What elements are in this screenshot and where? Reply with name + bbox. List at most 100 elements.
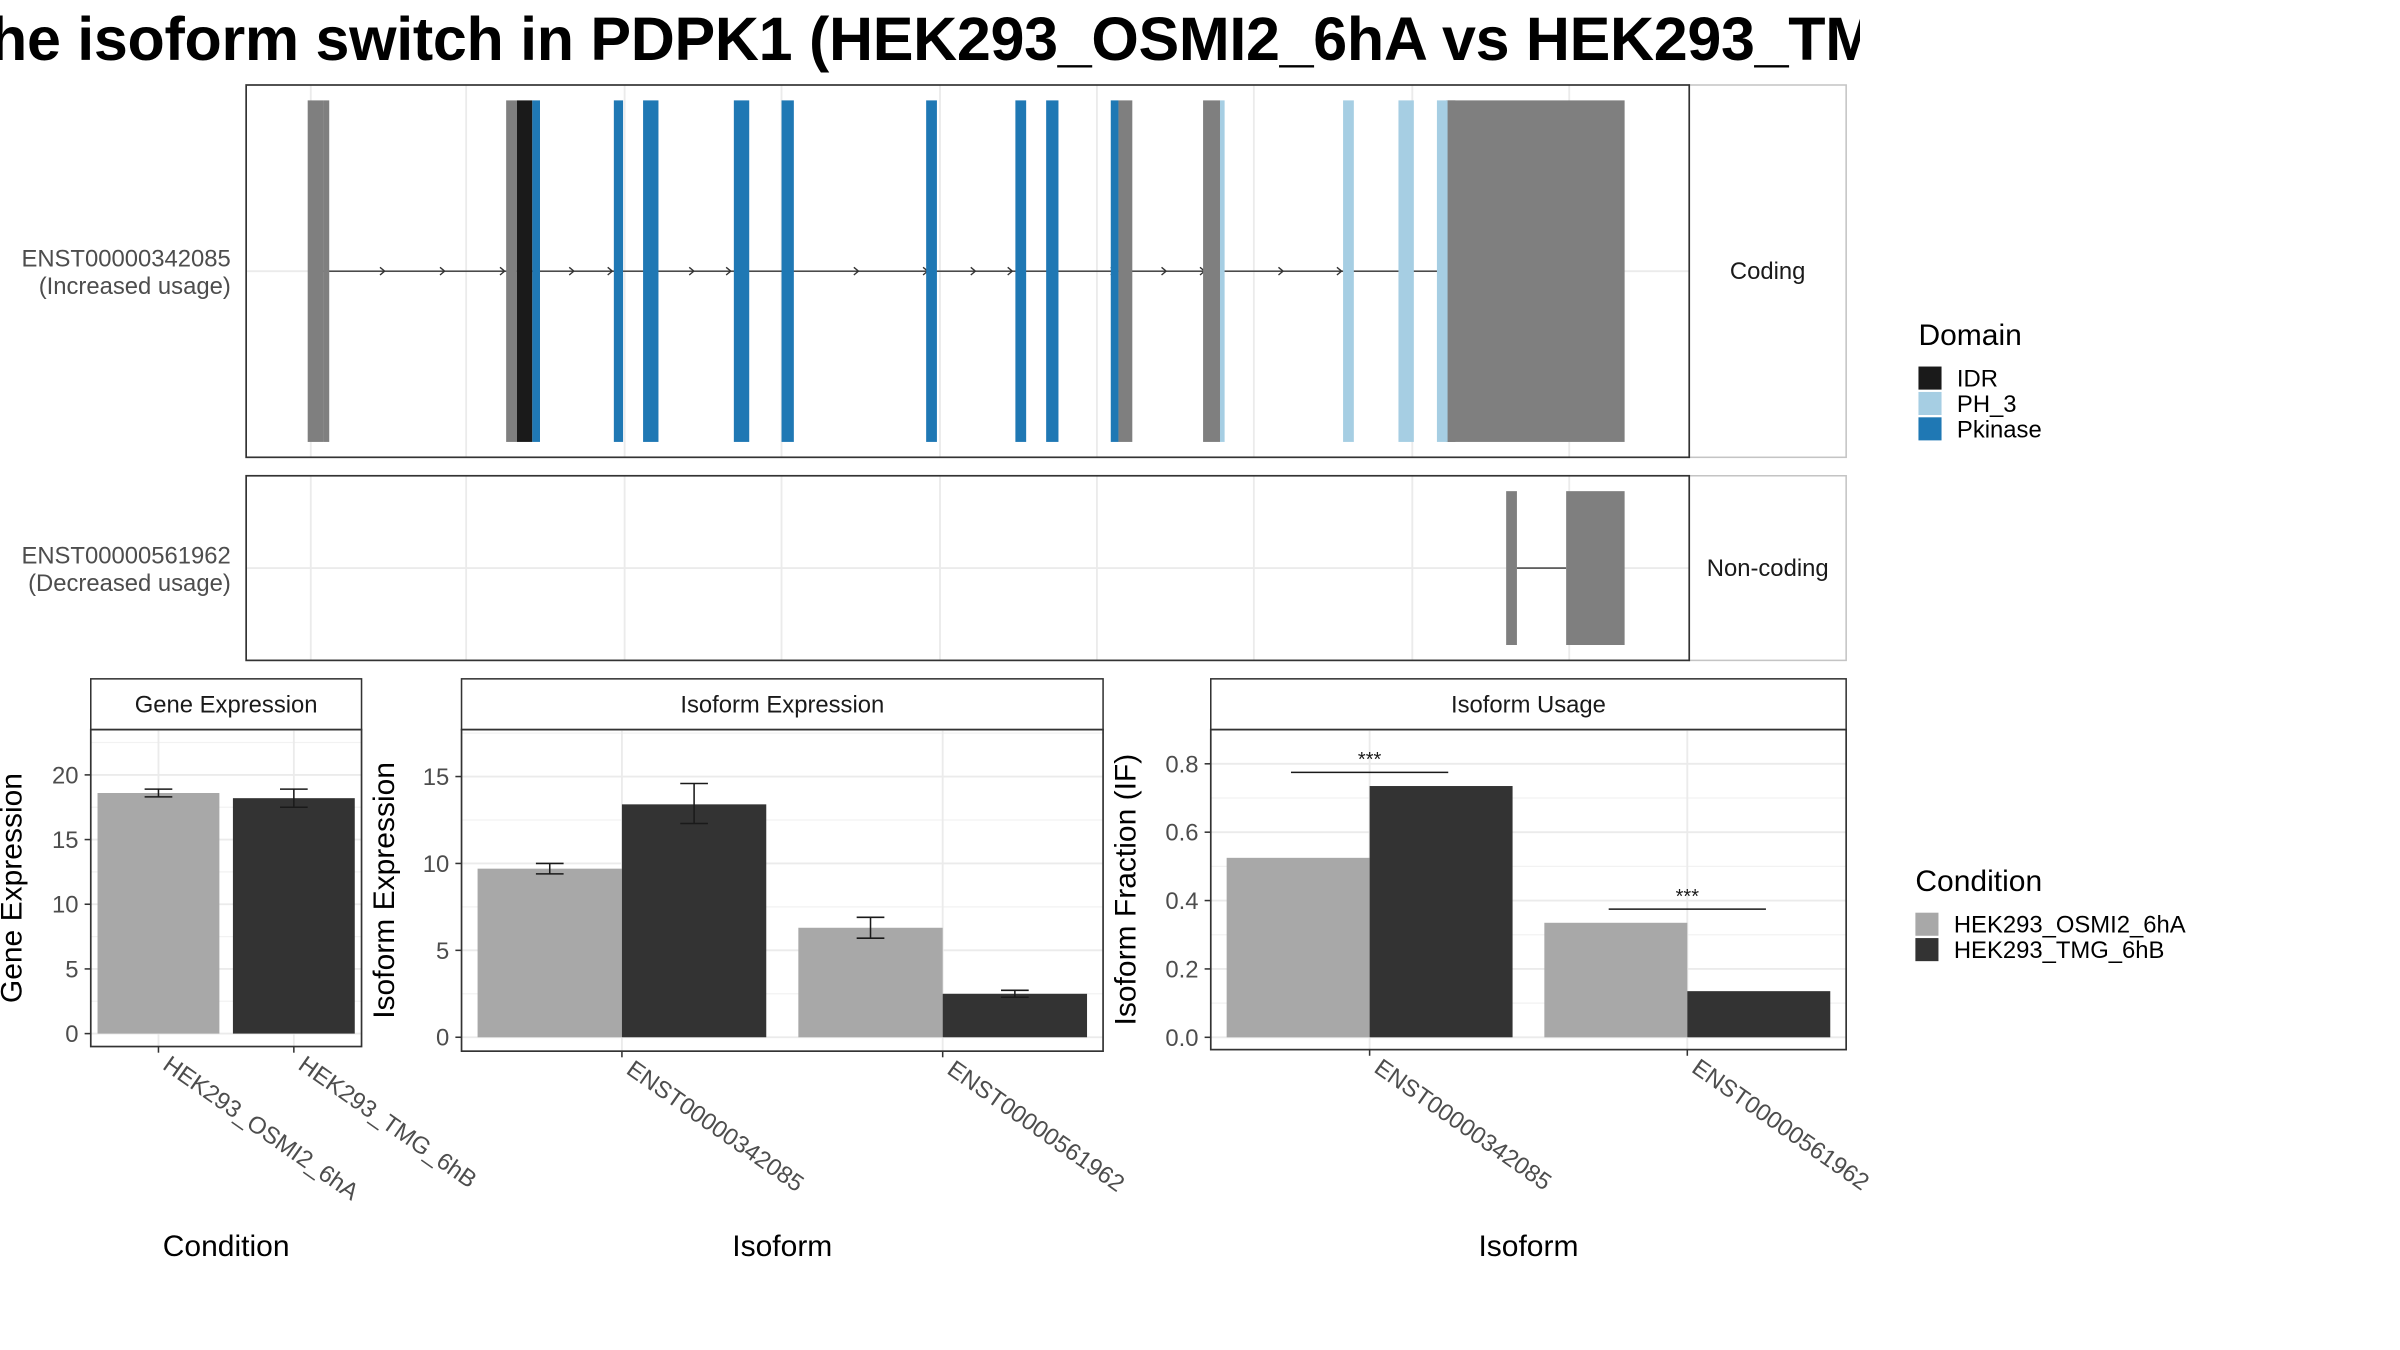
error-bar	[535, 862, 564, 875]
y-tick-label: 5	[65, 956, 78, 983]
transcript-usage-label: (Decreased usage)	[28, 570, 231, 597]
x-axis-title: Condition	[163, 1230, 290, 1263]
strip-box	[1688, 84, 1847, 459]
panel-title: Isoform Expression	[680, 692, 884, 719]
y-tick-label: 0.4	[1165, 888, 1198, 915]
bar-hek293-osmi2-6ha	[798, 927, 943, 1038]
domain-legend-title: Domain	[1918, 319, 2021, 352]
bar-hek293-tmg-6hb	[1369, 786, 1513, 1038]
exon-block-pkinase	[613, 100, 624, 442]
y-tick-label: 0.0	[1165, 1025, 1198, 1052]
panel-border	[460, 728, 1104, 1052]
y-tick-label: 10	[423, 851, 450, 878]
bar-chart-1: Gene Expression05101520HEK293_OSMI2_6hAH…	[0, 678, 481, 1263]
panel-strip	[460, 678, 1104, 731]
error-bar	[680, 782, 708, 825]
isoform-structure-panel: Coding ENST00000342085(Increased usage) No…	[21, 84, 1847, 662]
exon-block-pkinase	[926, 100, 937, 442]
y-tick-label: 15	[423, 764, 450, 791]
panel-strip	[90, 678, 363, 731]
utr-block	[1446, 100, 1625, 442]
legend-label: HEK293_TMG_6hB	[1954, 937, 2165, 964]
y-tick-label: 0.6	[1165, 820, 1198, 847]
expression-bar-panels: Gene Expression05101520HEK293_OSMI2_6hAH…	[0, 678, 1874, 1263]
bar-hek293-osmi2-6ha	[1544, 922, 1688, 1038]
exon-block-pkinase	[532, 100, 540, 442]
legend-label: Pkinase	[1957, 416, 2042, 443]
legend-key-pkinase	[1918, 417, 1942, 441]
bar-hek293-tmg-6hb	[1687, 991, 1831, 1038]
error-bar	[280, 788, 308, 808]
strand-arrow	[568, 266, 575, 276]
condition-legend-title: Condition	[1915, 865, 2042, 898]
x-axis-title: Isoform	[732, 1230, 832, 1263]
bar-hek293-osmi2-6ha	[1226, 857, 1370, 1038]
utr-block	[307, 100, 324, 442]
y-tick-label: 15	[52, 827, 79, 854]
panel-title: Isoform Usage	[1451, 692, 1606, 719]
y-tick-label: 0	[436, 1025, 449, 1052]
panel-border	[89, 728, 363, 1048]
panel-title: Gene Expression	[135, 692, 318, 719]
bar-chart-2: Isoform Expression 0 5 10 15 ENST00000342085 E…	[368, 678, 1129, 1263]
legend-key-idr	[1918, 366, 1942, 390]
exon-block-pkinase	[781, 100, 794, 442]
y-tick-label: 0.2	[1165, 956, 1198, 983]
error-bar	[1001, 989, 1029, 999]
strand-arrow	[725, 266, 732, 276]
bar-chart-3: Isoform Usage 0.0 0.2 0.4 0.6 0.8 ENST00000342…	[1109, 678, 1874, 1263]
exon-block-none	[323, 100, 330, 442]
x-tick-label: ENST00000342085	[1369, 1054, 1556, 1196]
bar-hek293-osmi2-6ha	[477, 868, 622, 1038]
structure-panel-border	[245, 474, 1691, 662]
strand-arrow	[439, 266, 446, 276]
y-tick-label: 20	[52, 762, 79, 789]
strand-arrow	[499, 266, 506, 276]
x-tick-label: ENST00000342085	[622, 1055, 809, 1197]
legend-key-hek293-tmg-6hb	[1915, 938, 1939, 962]
y-tick-label: 5	[436, 938, 449, 965]
exon-block-none	[1506, 491, 1517, 645]
strand-arrow	[379, 266, 386, 276]
strand-arrow	[853, 266, 860, 276]
legend-key-ph_3	[1918, 391, 1942, 415]
panel-border	[1209, 728, 1848, 1051]
exon-block-ph_3	[1398, 100, 1414, 442]
exon-block-none	[1118, 100, 1133, 442]
transcript-id-label: ENST00000342085	[21, 246, 230, 273]
strip-label: Non-coding	[1707, 555, 1829, 582]
significance-label: ***	[1358, 749, 1382, 771]
x-axis-title: Isoform	[1478, 1230, 1578, 1263]
exon-block-pkinase	[1046, 100, 1059, 442]
exon-block-pkinase	[1110, 100, 1119, 442]
legend-key-hek293-osmi2-6ha	[1915, 912, 1939, 936]
significance-label: ***	[1676, 886, 1700, 908]
strand-arrow	[970, 266, 977, 276]
exon-block-ph_3	[1436, 100, 1448, 442]
strand-arrow	[1161, 266, 1168, 276]
y-axis-title: Gene Expression	[0, 773, 29, 1003]
strand-arrow	[1278, 266, 1285, 276]
y-axis-title: Isoform Expression	[368, 762, 401, 1019]
chart-title: he isoform switch in PDPK1 (HEK293_OSMI2…	[0, 5, 1860, 73]
bar-hek293-tmg-6hb	[621, 804, 767, 1038]
bar-hek293-tmg-6hb	[942, 993, 1088, 1038]
exon-block-none	[1203, 100, 1220, 442]
exon-block-pkinase	[1015, 100, 1027, 442]
panel-strip	[1210, 678, 1847, 731]
strip-box	[1688, 475, 1847, 662]
y-tick-label: 10	[52, 892, 79, 919]
bar-hek293-tmg-6hb	[232, 798, 355, 1034]
exon-block-ph_3	[1343, 100, 1354, 442]
exon-block-idr	[516, 100, 533, 442]
y-axis-title: Isoform Fraction (IF)	[1109, 754, 1142, 1026]
exon-block-none	[1447, 100, 1456, 442]
error-bar	[856, 916, 885, 939]
y-tick-label: 0.8	[1165, 751, 1198, 778]
exon-block-none	[506, 100, 517, 442]
strand-arrow	[1336, 266, 1343, 276]
strand-arrow	[1007, 266, 1014, 276]
exon-block-pkinase	[733, 100, 750, 442]
bar-hek293-osmi2-6ha	[97, 793, 220, 1034]
